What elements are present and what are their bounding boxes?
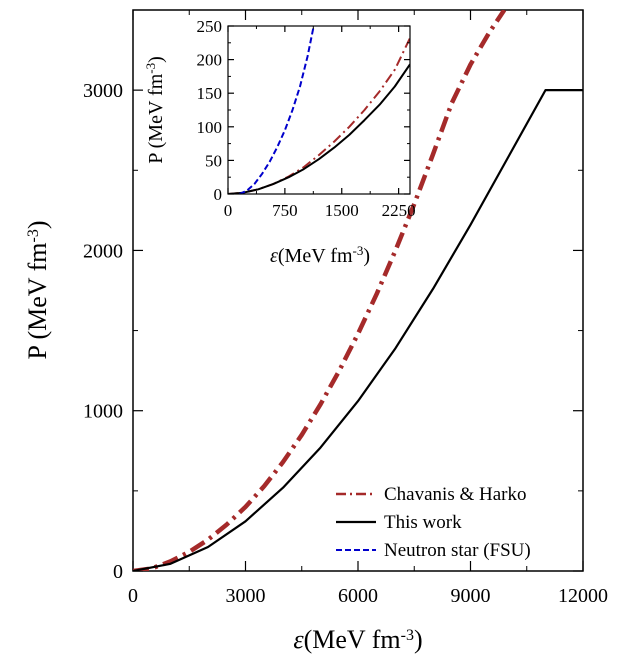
inset-y-tick-label: 0 [214,185,223,204]
inset-y-tick-label: 200 [197,51,223,70]
main-y-tick-label: 3000 [83,80,123,102]
inset-x-tick-label: 2250 [382,201,416,220]
main-y-axis-title: P (MeV fm-3) [23,221,52,360]
inset-x-tick-label: 0 [224,201,233,220]
main-x-axis-title: ε(MeV fm-3) [293,625,422,654]
inset-series-line-1 [228,63,410,194]
inset-x-tick-label: 750 [272,201,298,220]
inset-background [228,26,410,194]
main-y-tick-label: 2000 [83,240,123,262]
inset-ticks: 0 750 1500 2250 0 50 100 150 200 250 [197,17,416,220]
inset-y-tick-label: 150 [197,84,223,103]
inset-series-line-0 [228,37,410,194]
inset-series-line-2 [238,26,315,194]
main-series-line-0 [133,10,507,571]
legend-label-chavanis: Chavanis & Harko [384,484,526,505]
main-y-tick-label: 1000 [83,401,123,423]
legend-label-this-work: This work [384,512,462,533]
inset-y-axis-title: P (MeV fm-3) [143,56,168,164]
inset-y-tick-label: 100 [197,118,223,137]
legend: Chavanis & Harko This work Neutron star … [336,484,531,561]
inset-y-tick-label: 50 [205,151,222,170]
main-x-tick-label: 0 [128,585,138,607]
legend-label-fsu: Neutron star (FSU) [384,540,531,561]
main-x-tick-label: 3000 [226,585,266,607]
main-x-tick-label: 6000 [338,585,378,607]
inset-y-tick-label: 250 [197,17,223,36]
main-series [133,10,583,571]
main-x-tick-label: 9000 [451,585,491,607]
inset-x-axis-title: ε(MeV fm-3) [270,243,370,268]
inset-series [228,26,410,194]
main-x-tick-label: 12000 [558,585,608,607]
main-y-tick-label: 0 [113,561,123,583]
main-series-line-1 [133,88,583,571]
inset-x-tick-label: 1500 [325,201,359,220]
